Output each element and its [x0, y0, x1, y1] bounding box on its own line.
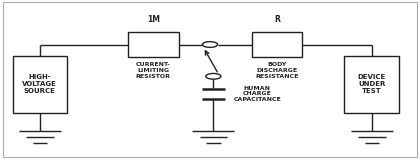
- Text: CURRENT-
LIMITING
RESISTOR: CURRENT- LIMITING RESISTOR: [136, 62, 171, 79]
- Bar: [252, 32, 302, 57]
- Text: R: R: [274, 15, 280, 24]
- Text: HUMAN
CHARGE
CAPACITANCE: HUMAN CHARGE CAPACITANCE: [234, 86, 281, 102]
- Bar: [13, 56, 67, 113]
- Text: HIGH-
VOLTAGE
SOURCE: HIGH- VOLTAGE SOURCE: [22, 74, 58, 94]
- Text: DEVICE
UNDER
TEST: DEVICE UNDER TEST: [357, 74, 386, 94]
- Bar: [344, 56, 399, 113]
- Bar: [128, 32, 178, 57]
- Text: 1M: 1M: [147, 15, 160, 24]
- Circle shape: [202, 42, 218, 47]
- Text: BODY
DISCHARGE
RESISTANCE: BODY DISCHARGE RESISTANCE: [255, 62, 299, 79]
- Circle shape: [206, 73, 221, 79]
